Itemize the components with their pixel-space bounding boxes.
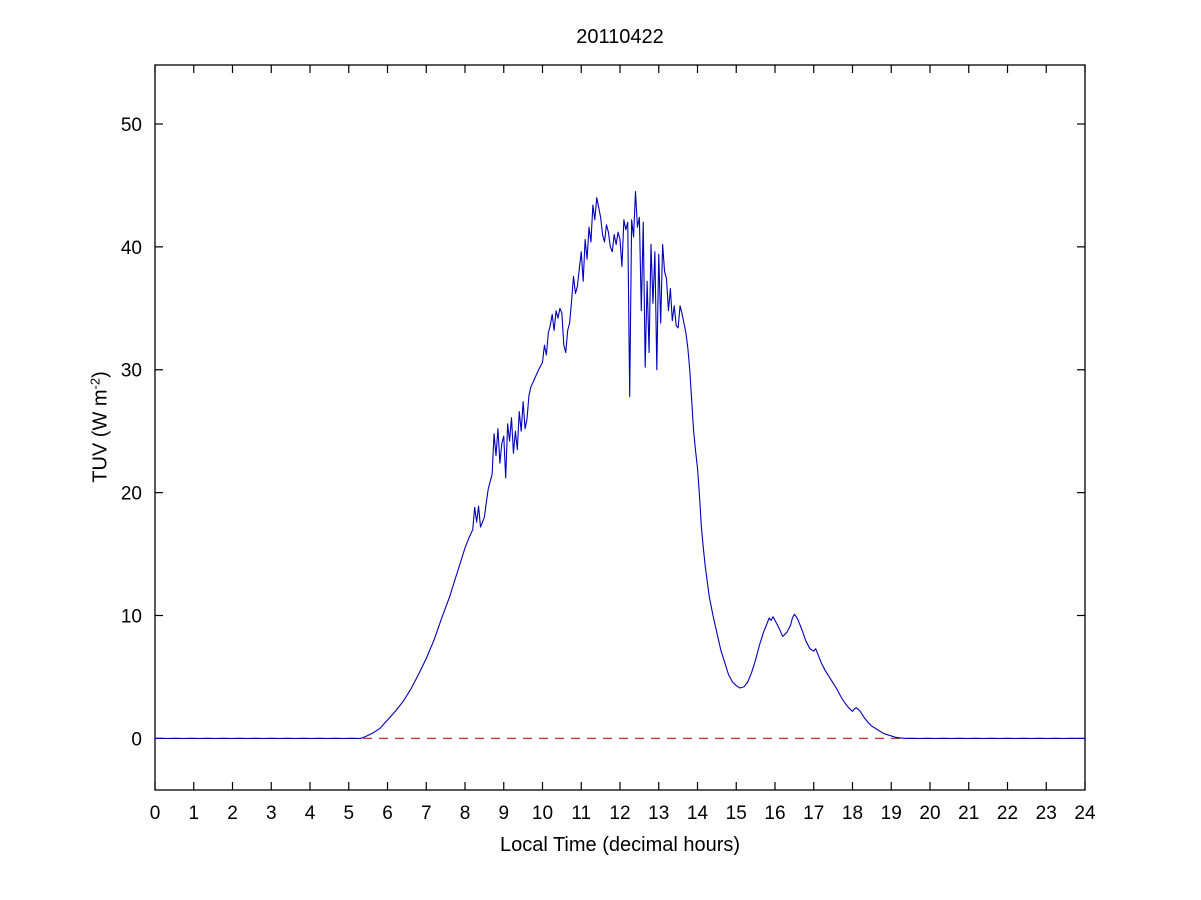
tuv-series-line bbox=[155, 191, 1085, 739]
x-tick-label: 13 bbox=[648, 803, 669, 824]
x-tick-label: 15 bbox=[726, 803, 747, 824]
chart-title: 20110422 bbox=[576, 26, 664, 48]
x-tick-label: 21 bbox=[958, 803, 979, 824]
y-tick-label: 10 bbox=[121, 607, 142, 628]
x-tick-label: 11 bbox=[571, 803, 591, 824]
y-tick-label: 0 bbox=[131, 729, 142, 750]
x-tick-label: 12 bbox=[609, 803, 630, 824]
x-tick-label: 7 bbox=[421, 803, 432, 824]
x-tick-label: 20 bbox=[919, 803, 940, 824]
x-tick-label: 3 bbox=[266, 803, 277, 824]
x-tick-label: 24 bbox=[1074, 803, 1096, 824]
x-tick-label: 9 bbox=[498, 803, 509, 824]
x-axis-ticks: 0 1 2 3 4 5 6 7 8 9 10 11 12 13 14 15 16 17 18 19 20 21 22 23 24 bbox=[150, 65, 1096, 824]
y-axis-label-text: TUV (W m bbox=[89, 389, 112, 483]
x-tick-label: 18 bbox=[842, 803, 863, 824]
x-tick-label: 16 bbox=[764, 803, 785, 824]
x-tick-label: 14 bbox=[687, 803, 709, 824]
x-tick-label: 22 bbox=[997, 803, 1018, 824]
x-tick-label: 2 bbox=[227, 803, 238, 824]
y-tick-label: 30 bbox=[121, 361, 142, 382]
x-tick-label: 17 bbox=[803, 803, 824, 824]
x-tick-label: 8 bbox=[460, 803, 471, 824]
y-axis-label: TUV (W m-2) bbox=[88, 371, 113, 483]
y-tick-label: 40 bbox=[121, 238, 142, 259]
x-tick-label: 19 bbox=[881, 803, 902, 824]
x-axis-label: Local Time (decimal hours) bbox=[499, 834, 741, 856]
x-tick-label: 23 bbox=[1036, 803, 1057, 824]
x-tick-label: 10 bbox=[532, 803, 553, 824]
y-axis-ticks: 0 10 20 30 40 50 bbox=[121, 115, 1085, 750]
x-tick-label: 4 bbox=[305, 803, 316, 824]
y-tick-label: 20 bbox=[121, 484, 142, 505]
axes-box bbox=[154, 64, 1086, 791]
x-tick-label: 1 bbox=[188, 803, 199, 824]
y-axis-label-superscript: -2 bbox=[87, 377, 103, 390]
x-tick-label: 0 bbox=[150, 803, 161, 824]
y-tick-label: 50 bbox=[121, 115, 142, 136]
x-tick-label: 5 bbox=[343, 803, 354, 824]
x-tick-label: 6 bbox=[382, 803, 393, 824]
y-axis-label-suffix: ) bbox=[89, 371, 112, 378]
